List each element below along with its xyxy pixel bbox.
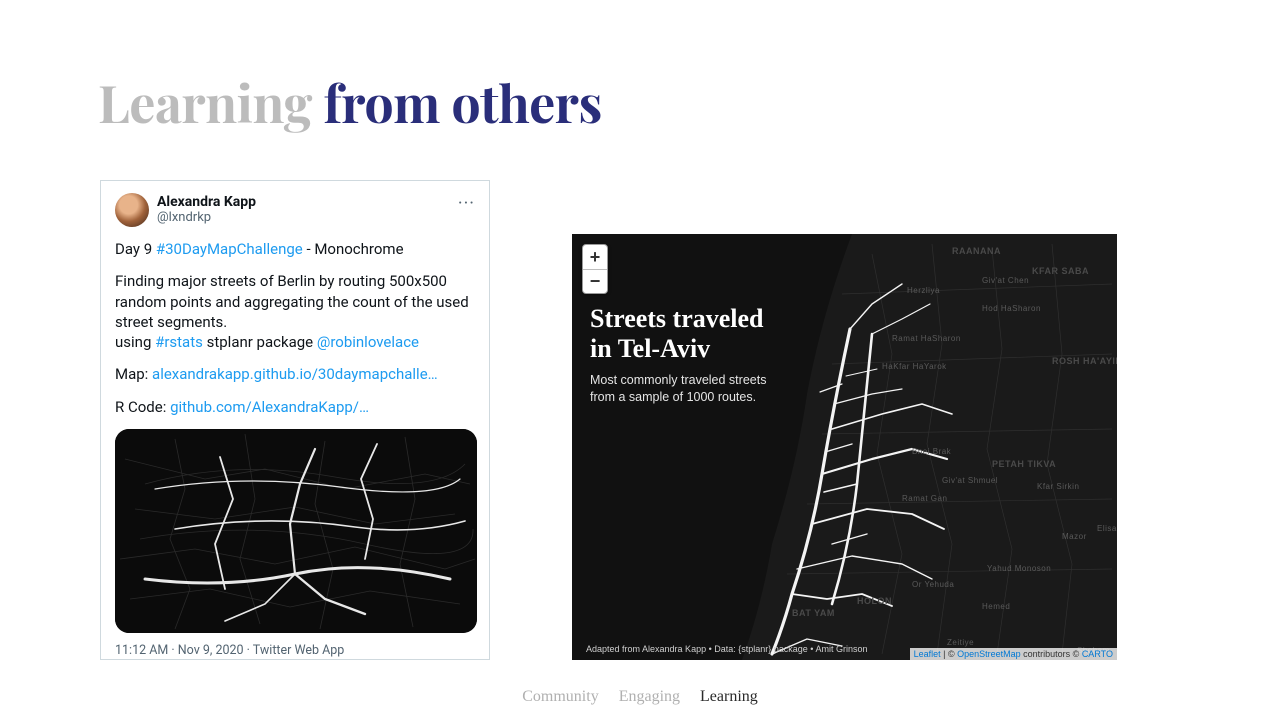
- tweet-line1: Day 9 #30DayMapChallenge - Monochrome: [115, 239, 475, 259]
- text: - Monochrome: [303, 240, 404, 258]
- map-bg-label: Elisav…: [1097, 524, 1117, 533]
- mention-link[interactable]: @robinlovelace: [317, 333, 419, 351]
- telaviv-map: + − Streets traveled in Tel-Aviv Most co…: [572, 234, 1117, 660]
- zoom-in-button[interactable]: +: [583, 245, 607, 269]
- leaflet-link[interactable]: Leaflet: [914, 649, 941, 659]
- map-bg-label: Hemed: [982, 602, 1010, 611]
- text: using: [115, 333, 155, 351]
- map-bg-label: PETAH TIKVA: [992, 459, 1056, 469]
- map-bg-label: Mazor: [1062, 532, 1087, 541]
- carto-link[interactable]: CARTO: [1082, 649, 1113, 659]
- map-bg-label: Yahud Monoson: [987, 564, 1051, 573]
- title-strong: from others: [323, 68, 601, 137]
- map-bg-label: Ramat HaSharon: [892, 334, 961, 343]
- slide-title: Learning from others: [98, 68, 602, 137]
- tweet-user: Alexandra Kapp @lxndrkp: [157, 194, 256, 225]
- tweet-more-icon[interactable]: ···: [458, 193, 475, 214]
- tweet-map-link-row: Map: alexandrakapp.github.io/30daymapcha…: [115, 364, 475, 384]
- tweet-code-link-row: R Code: github.com/AlexandraKapp/…: [115, 397, 475, 417]
- hashtag-link[interactable]: #30DayMapChallenge: [156, 240, 303, 258]
- tweet-para2: Finding major streets of Berlin by routi…: [115, 271, 475, 352]
- hashtag-link[interactable]: #rstats: [155, 333, 203, 351]
- map-bg-label: ROSH HA'AYIN: [1052, 356, 1117, 366]
- text: from a sample of 1000 routes.: [590, 390, 756, 404]
- map-credit: Adapted from Alexandra Kapp • Data: {stp…: [586, 644, 867, 654]
- nav-engaging[interactable]: Engaging: [619, 688, 680, 705]
- text: R Code:: [115, 398, 170, 416]
- code-link[interactable]: github.com/AlexandraKapp/…: [170, 398, 369, 416]
- map-svg: [572, 234, 1117, 660]
- text: Finding major streets of Berlin by routi…: [115, 272, 469, 331]
- map-bg-label: Hod HaSharon: [982, 304, 1041, 313]
- text: contributors ©: [1021, 649, 1082, 659]
- tweet-card: Alexandra Kapp @lxndrkp ··· Day 9 #30Day…: [100, 180, 490, 660]
- display-name: Alexandra Kapp: [157, 194, 256, 210]
- map-title-l2: in Tel-Aviv: [590, 334, 766, 364]
- map-bg-label: Ramat Gan: [902, 494, 947, 503]
- map-bg-label: Kfar Sirkin: [1037, 482, 1079, 491]
- osm-link[interactable]: OpenStreetMap: [957, 649, 1021, 659]
- map-bg-label: Herzliya: [907, 286, 940, 295]
- user-handle: @lxndrkp: [157, 211, 256, 226]
- text: | ©: [941, 649, 957, 659]
- map-subtitle: Most commonly traveled streets from a sa…: [590, 372, 766, 406]
- text: Day 9: [115, 240, 156, 258]
- map-bg-label: Zeitiye: [947, 638, 974, 647]
- map-bg-label: BAT YAM: [792, 608, 835, 618]
- avatar: [115, 193, 149, 227]
- nav-learning[interactable]: Learning: [700, 688, 758, 705]
- map-bg-label: Bnei Brak: [912, 447, 951, 456]
- map-bg-label: HaKfar HaYarok: [882, 362, 947, 371]
- map-bg-label: RAANANA: [952, 246, 1001, 256]
- tweet-footer: 11:12 AM · Nov 9, 2020 · Twitter Web App: [115, 643, 475, 658]
- zoom-out-button[interactable]: −: [583, 269, 607, 293]
- map-bg-label: Giv'at Shmuel: [942, 476, 998, 485]
- map-attribution: Leaflet | © OpenStreetMap contributors ©…: [910, 648, 1117, 660]
- map-title-l1: Streets traveled: [590, 304, 766, 334]
- map-link[interactable]: alexandrakapp.github.io/30daymapchalle…: [152, 365, 438, 383]
- tweet-embedded-map: [115, 429, 477, 633]
- nav-community[interactable]: Community: [522, 688, 598, 705]
- map-bg-label: KFAR SABA: [1032, 266, 1089, 276]
- map-bg-label: Giv'at Chen: [982, 276, 1029, 285]
- tweet-header: Alexandra Kapp @lxndrkp ···: [115, 193, 475, 227]
- map-bg-label: HOLON: [857, 596, 892, 606]
- tweet-body: Day 9 #30DayMapChallenge - Monochrome Fi…: [115, 239, 475, 633]
- text: Most commonly traveled streets: [590, 373, 766, 387]
- text: stplanr package: [203, 333, 317, 351]
- zoom-control: + −: [582, 244, 608, 294]
- footer-nav: Community Engaging Learning: [0, 688, 1280, 706]
- map-title-block: Streets traveled in Tel-Aviv Most common…: [590, 304, 766, 406]
- text: Map:: [115, 365, 152, 383]
- title-muted: Learning: [98, 68, 312, 137]
- map-bg-label: Or Yehuda: [912, 580, 954, 589]
